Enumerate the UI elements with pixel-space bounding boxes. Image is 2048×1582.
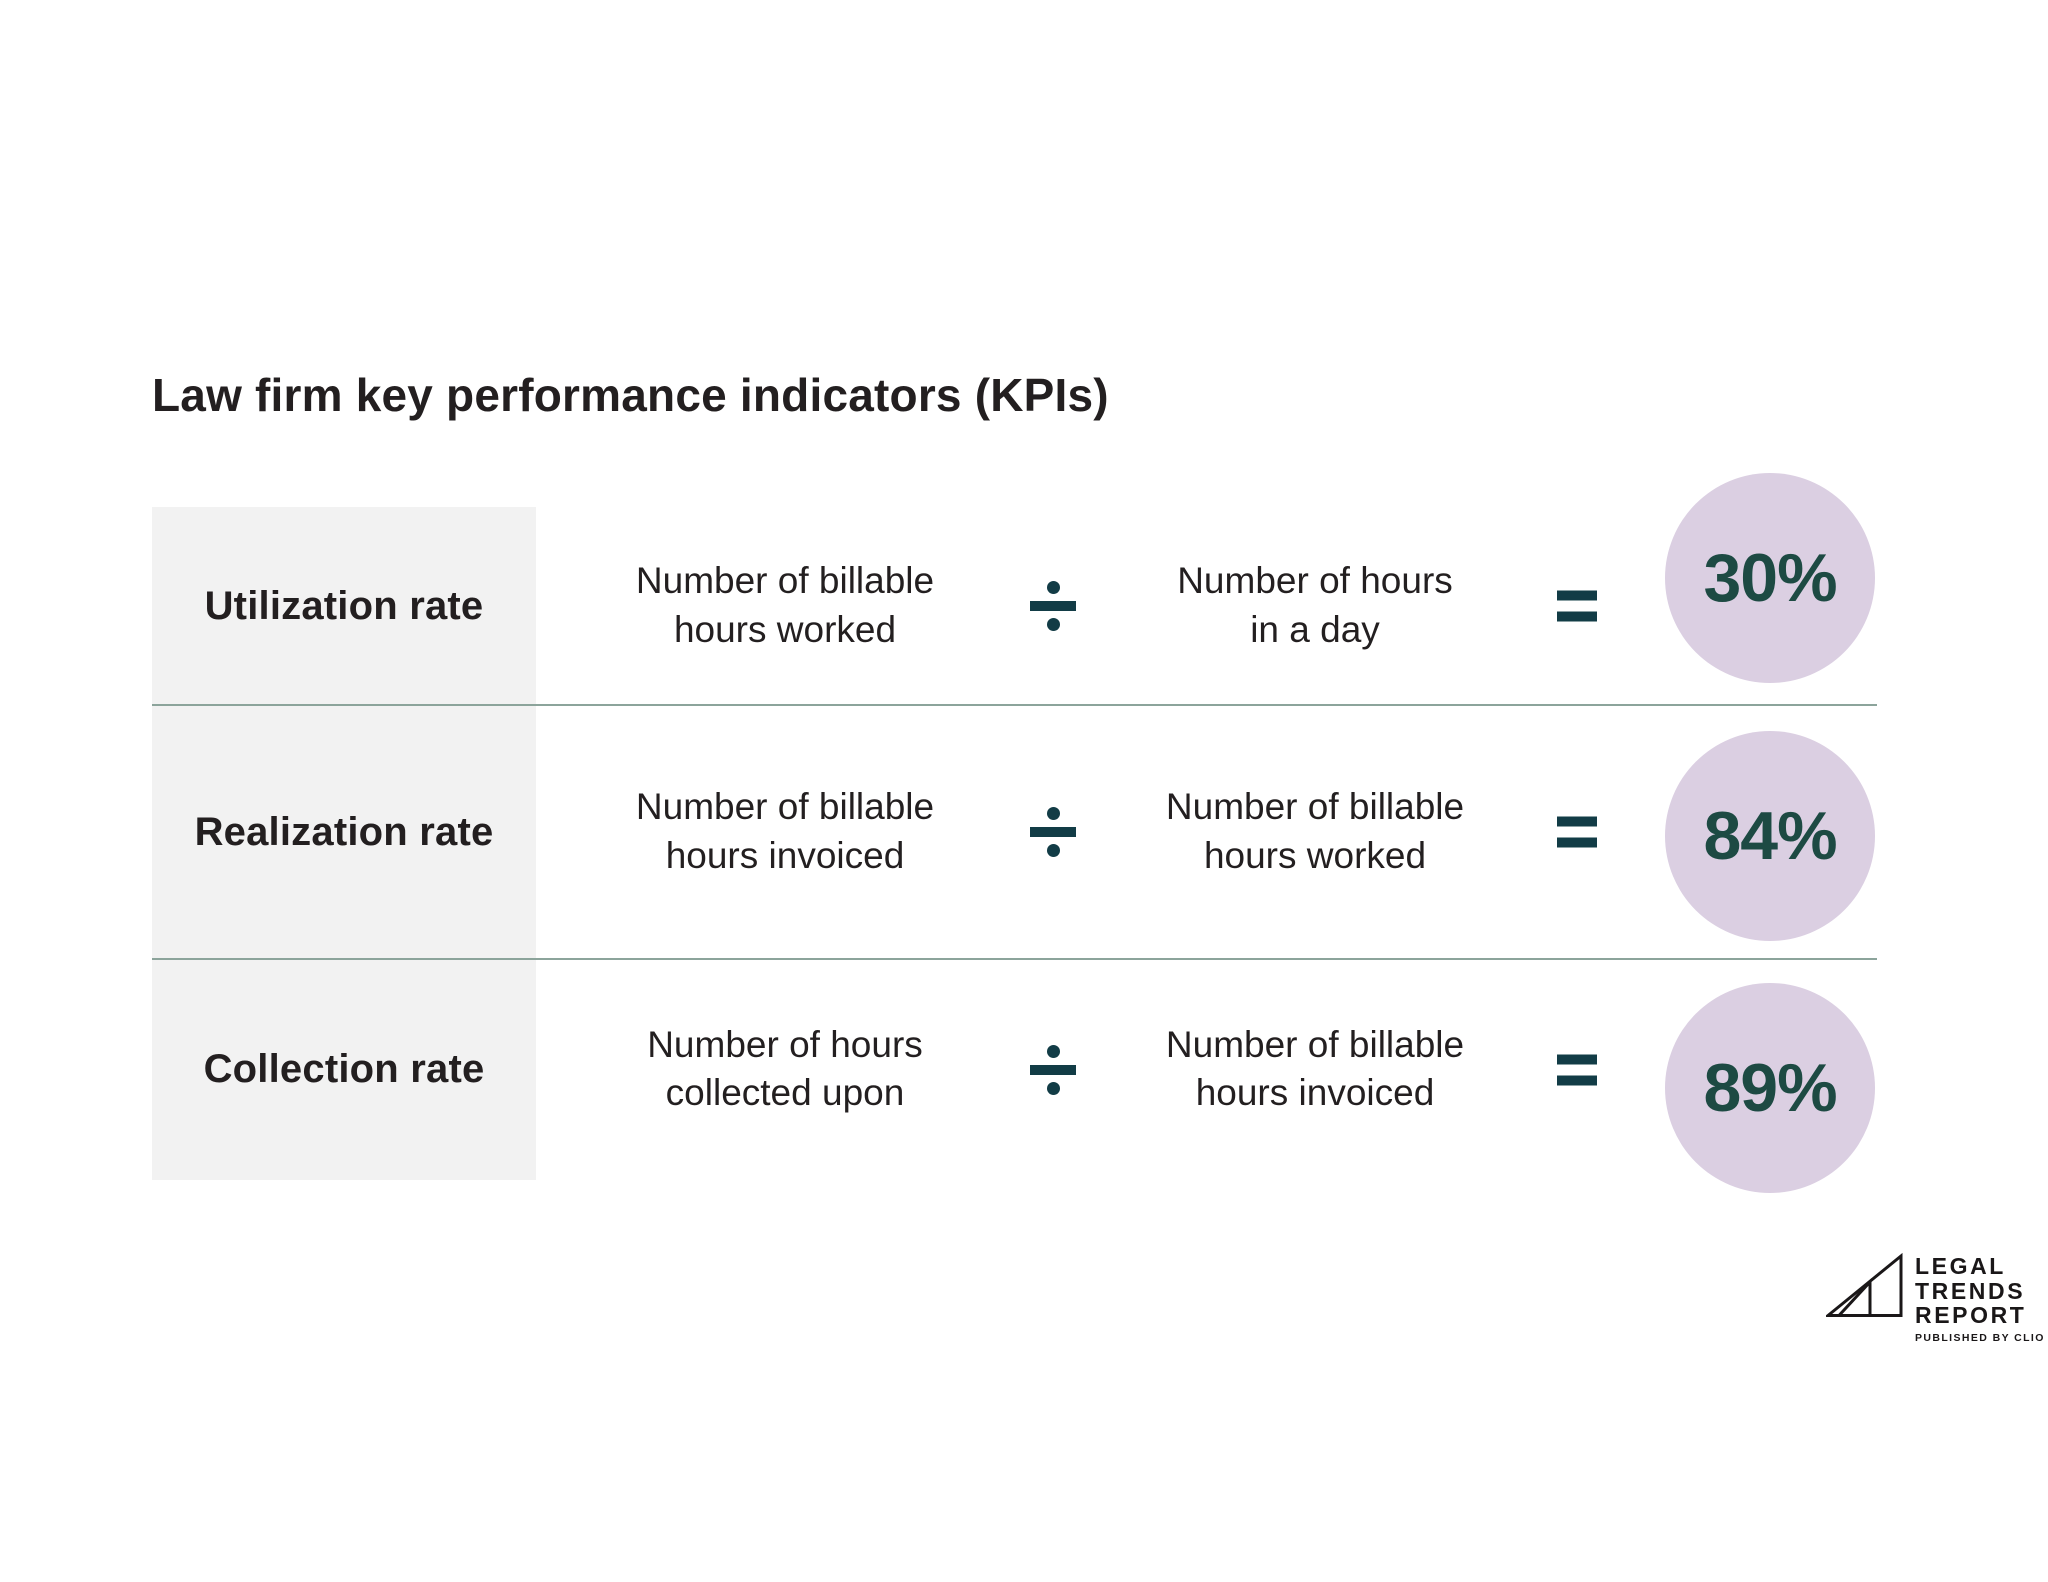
kpi-result-badge: 89% [1665, 983, 1875, 1193]
kpi-numerator: Number of billable hours invoiced [635, 786, 935, 876]
equals-bar-bottom [1557, 611, 1597, 622]
equals-bar-top [1557, 590, 1597, 601]
logo-line-trends: TRENDS [1915, 1277, 2026, 1304]
kpi-denominator: Number of billable hours invoiced [1165, 1023, 1465, 1114]
equals-bar-bottom [1557, 837, 1597, 848]
logo-line-report: REPORT [1915, 1302, 2027, 1328]
kpi-label-cell: Collection rate [152, 959, 536, 1180]
row-divider [152, 704, 1877, 706]
kpi-label-cell: Realization rate [152, 705, 536, 959]
legal-trends-report-logo: LEGAL TRENDS REPORT PUBLISHED BY CLIO [1826, 1252, 2045, 1344]
divide-bar [1030, 601, 1076, 611]
kpi-label: Utilization rate [204, 583, 484, 628]
divide-icon [1030, 581, 1076, 631]
kpi-result-value: 30% [1703, 540, 1837, 616]
logo-tagline: PUBLISHED BY CLIO [1915, 1331, 2045, 1344]
kpi-result-badge: 30% [1665, 473, 1875, 683]
equals-bar-top [1557, 816, 1597, 827]
divide-bar [1030, 827, 1076, 837]
kpi-numerator: Number of hours collected upon [647, 1023, 923, 1114]
equals-icon [1557, 1054, 1597, 1085]
divide-dot-bottom [1046, 618, 1060, 631]
kpi-numerator: Number of billable hours worked [635, 560, 935, 650]
divide-bar [1030, 1064, 1076, 1075]
divide-dot-top [1046, 807, 1060, 820]
divide-icon [1030, 807, 1076, 857]
kpi-label: Realization rate [194, 809, 494, 854]
logo-text: LEGAL TRENDS REPORT PUBLISHED BY CLIO [1915, 1254, 2045, 1344]
kpi-table: Utilization rate Number of billable hour… [152, 473, 1877, 1193]
kpi-denominator: Number of billable hours worked [1165, 786, 1465, 876]
divide-dot-bottom [1046, 1081, 1060, 1095]
row-divider [152, 958, 1877, 960]
logo-line-legal: LEGAL [1915, 1253, 2006, 1279]
kpi-row-utilization: Utilization rate Number of billable hour… [152, 473, 1877, 705]
kpi-label: Collection rate [203, 1047, 485, 1091]
page-title: Law firm key performance indicators (KPI… [152, 369, 1109, 421]
divide-dot-top [1046, 1044, 1060, 1058]
divide-dot-top [1046, 581, 1060, 594]
equals-bar-top [1557, 1054, 1597, 1064]
equals-icon [1557, 816, 1597, 848]
divide-icon [1030, 1044, 1076, 1095]
trend-triangles-icon [1826, 1252, 1903, 1317]
kpi-row-realization: Realization rate Number of billable hour… [152, 705, 1877, 959]
equals-icon [1557, 590, 1597, 622]
kpi-result-value: 89% [1703, 1050, 1837, 1126]
kpi-result-value: 84% [1703, 798, 1837, 874]
kpi-row-collection: Collection rate Number of hours collecte… [152, 959, 1877, 1193]
kpi-denominator: Number of hours in a day [1177, 560, 1453, 650]
kpi-result-badge: 84% [1665, 731, 1875, 941]
equals-bar-bottom [1557, 1075, 1597, 1085]
divide-dot-bottom [1046, 844, 1060, 857]
kpi-label-cell: Utilization rate [152, 507, 536, 705]
